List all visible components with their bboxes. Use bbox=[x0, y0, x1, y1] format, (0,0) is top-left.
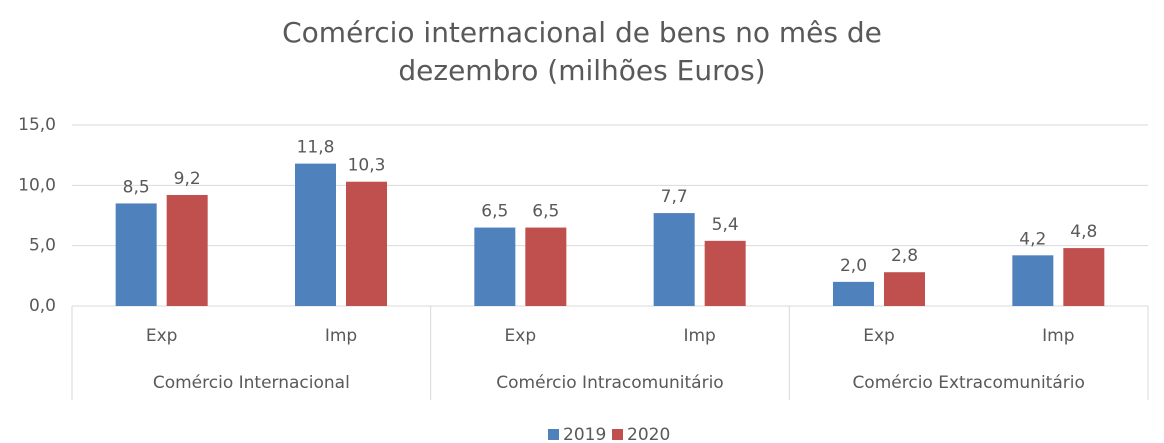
bar bbox=[474, 227, 516, 306]
x-tick-label: Exp bbox=[863, 326, 895, 346]
data-label: 6,5 bbox=[532, 202, 559, 222]
data-label: 7,7 bbox=[661, 187, 688, 207]
bar bbox=[704, 240, 746, 306]
group-label: Comércio Intracomunitário bbox=[496, 373, 723, 393]
legend-label: 2019 bbox=[563, 425, 606, 443]
bar bbox=[1012, 255, 1054, 306]
bar bbox=[884, 272, 925, 306]
x-tick-label: Imp bbox=[1042, 326, 1074, 346]
data-label: 4,2 bbox=[1019, 229, 1046, 249]
y-tick-label: 5,0 bbox=[29, 236, 56, 256]
x-tick-label: Exp bbox=[146, 326, 178, 346]
data-label: 2,8 bbox=[891, 246, 918, 266]
bar bbox=[166, 194, 208, 306]
x-tick-label: Imp bbox=[325, 326, 357, 346]
x-tick-label: Exp bbox=[505, 326, 537, 346]
bar bbox=[653, 213, 695, 306]
legend-label: 2020 bbox=[627, 425, 670, 443]
group-label: Comércio Internacional bbox=[153, 373, 350, 393]
data-label: 6,5 bbox=[481, 202, 508, 222]
data-label: 8,5 bbox=[123, 177, 150, 197]
y-tick-label: 10,0 bbox=[18, 175, 56, 195]
y-tick-label: 0,0 bbox=[29, 296, 56, 316]
legend-swatch bbox=[548, 429, 559, 440]
chart-title: Comércio internacional de bens no mês de… bbox=[282, 16, 882, 87]
bar bbox=[346, 181, 387, 306]
bar bbox=[833, 281, 874, 306]
bar bbox=[1063, 248, 1105, 306]
y-tick-label: 15,0 bbox=[18, 115, 56, 135]
data-label: 11,8 bbox=[297, 138, 335, 158]
bar bbox=[525, 227, 567, 306]
x-tick-label: Imp bbox=[683, 326, 715, 346]
bar bbox=[295, 163, 336, 306]
data-label: 10,3 bbox=[348, 156, 386, 176]
data-label: 2,0 bbox=[840, 256, 867, 276]
legend-swatch bbox=[612, 429, 623, 440]
data-label: 4,8 bbox=[1070, 222, 1097, 242]
group-label: Comércio Extracomunitário bbox=[852, 373, 1084, 393]
bar bbox=[115, 203, 157, 306]
data-label: 9,2 bbox=[174, 169, 201, 189]
data-label: 5,4 bbox=[712, 215, 739, 235]
